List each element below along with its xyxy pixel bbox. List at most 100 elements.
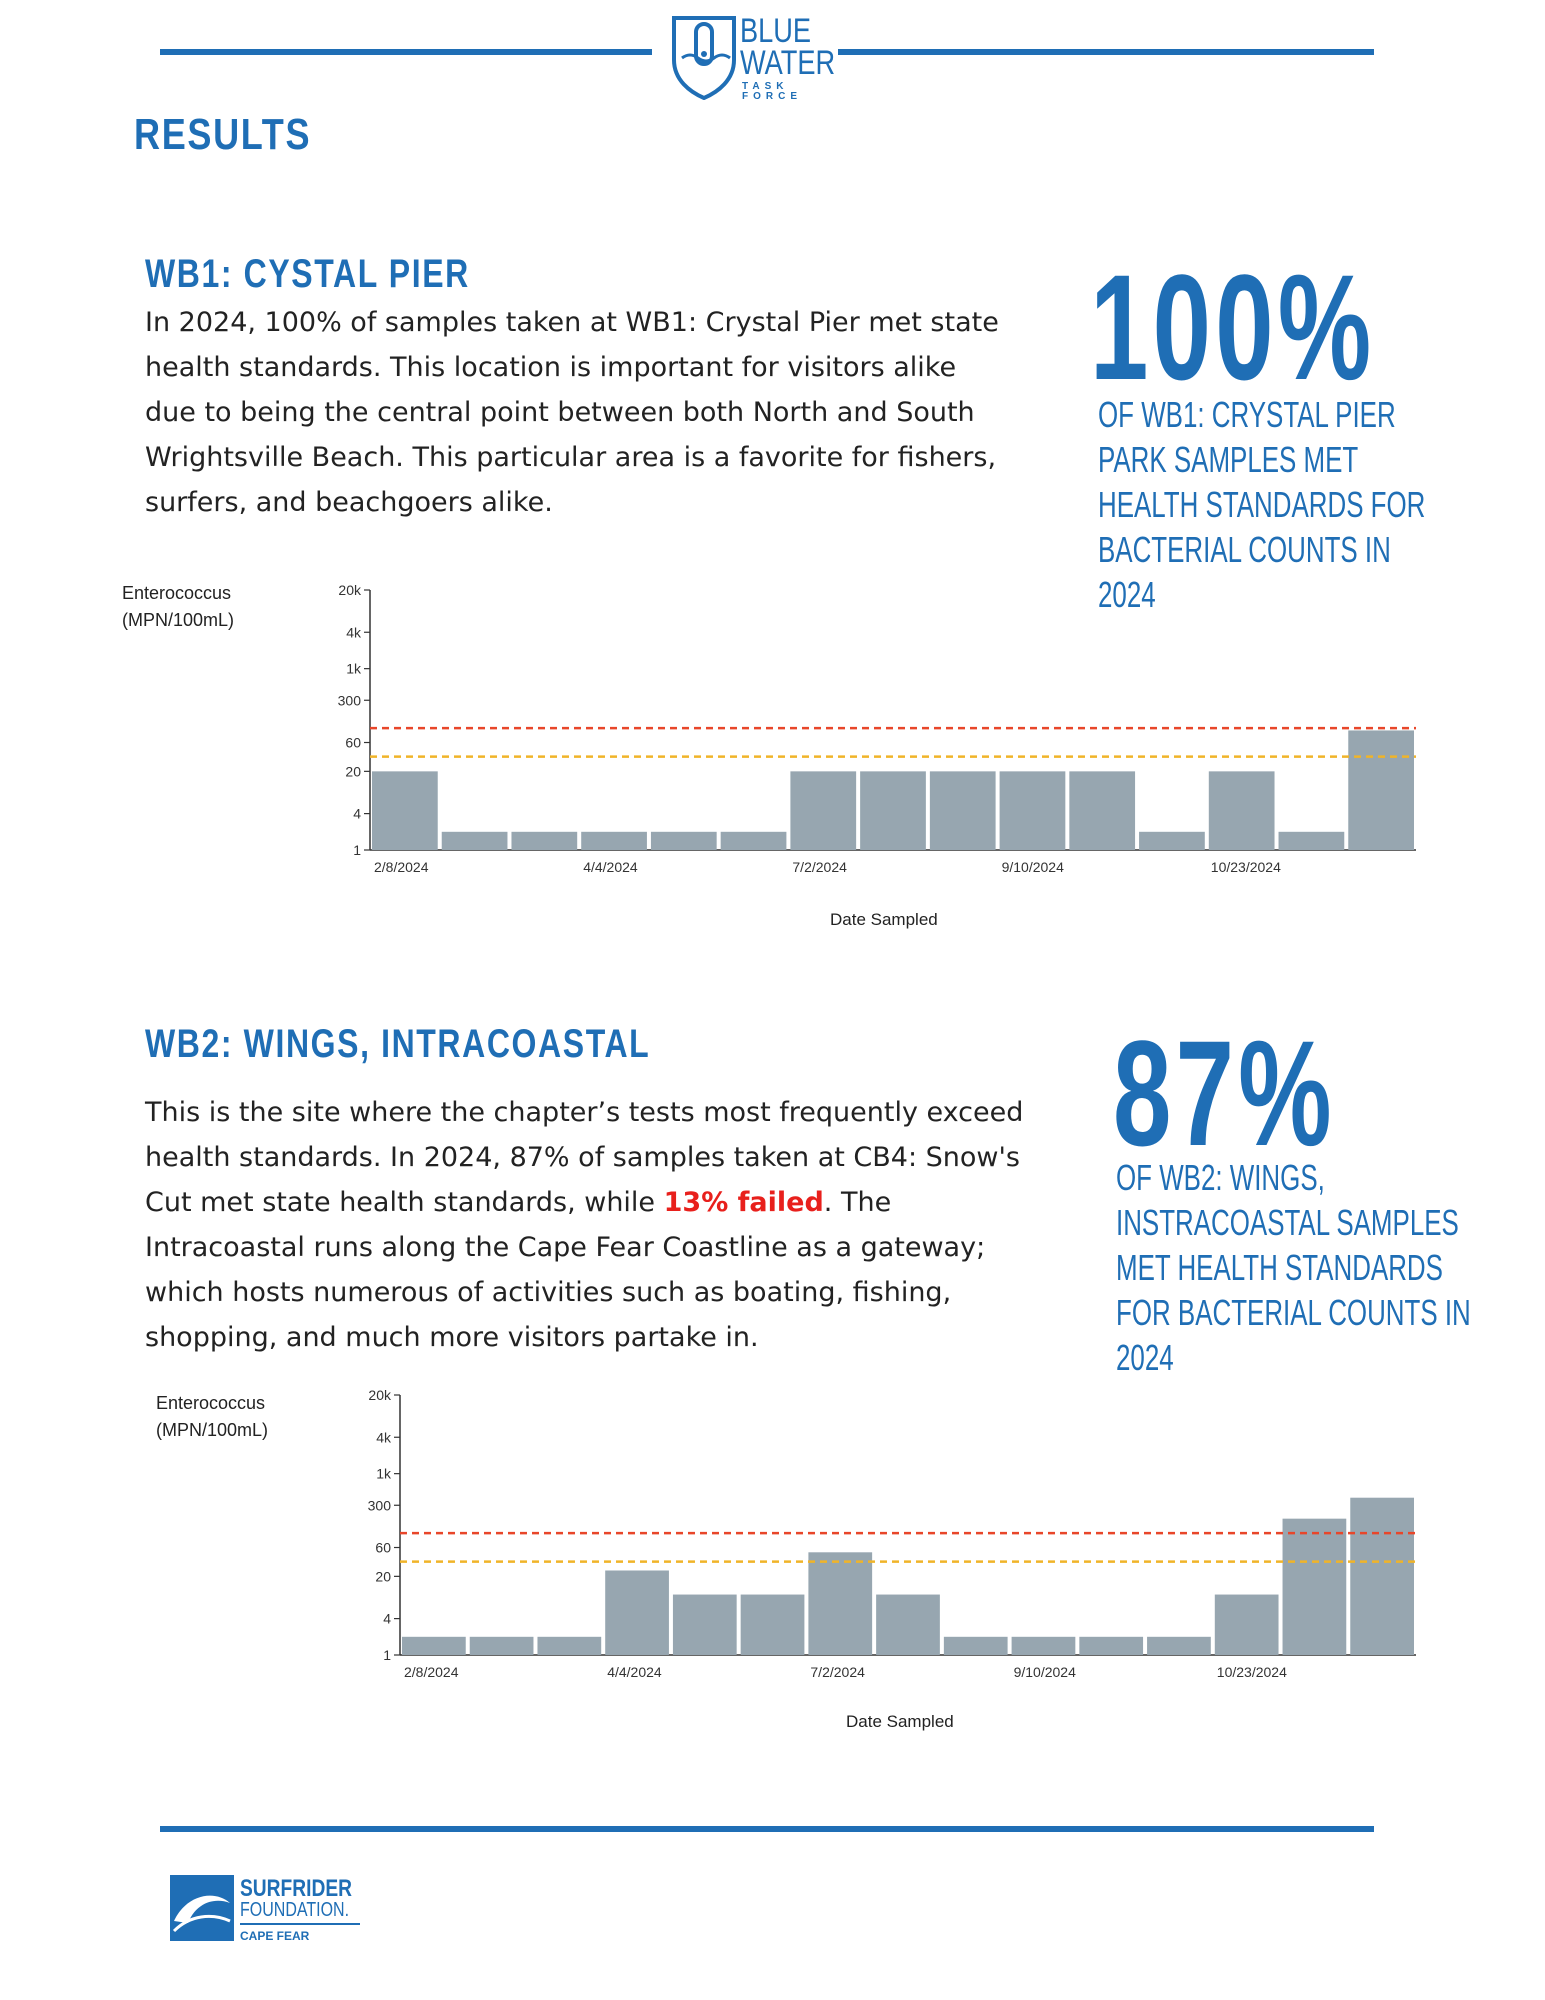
- footer-rule: [160, 1826, 1374, 1832]
- bar: [372, 771, 438, 850]
- site-paragraph-wb2: This is the site where the chapter’s tes…: [145, 1090, 1025, 1360]
- bar: [672, 1594, 737, 1655]
- chart-svg: 1 4 20 60 300 1k 4k 20k 2/8/2024 4/4/2024 7/2/2024…: [338, 582, 1416, 875]
- stat-caption-line: PARK SAMPLES MET: [1098, 439, 1359, 480]
- y-tick-label: 20k: [338, 582, 362, 598]
- bar: [1278, 831, 1345, 850]
- footer-logo-line2: FOUNDATION.: [240, 1899, 350, 1921]
- footer-logo-divider: [240, 1923, 360, 1925]
- header-rule-right: [838, 49, 1374, 55]
- site-paragraph-wb1: In 2024, 100% of samples taken at WB1: C…: [145, 307, 999, 518]
- stat-caption-line: OF WB2: WINGS,: [1116, 1157, 1325, 1198]
- x-tick-label: 4/4/2024: [583, 859, 638, 875]
- bar: [511, 831, 578, 850]
- x-tick-label: 10/23/2024: [1211, 859, 1281, 875]
- stat-caption-line: 2024: [1116, 1337, 1174, 1378]
- bar: [876, 1594, 940, 1655]
- bar: [441, 831, 508, 850]
- stat-percent-wb1: 100%: [1090, 243, 1376, 411]
- bar: [790, 771, 857, 850]
- blue-water-logo: BLUE WATER TASK FORCE: [660, 12, 840, 104]
- bar: [1011, 1636, 1076, 1655]
- logo-word-task-force: TASK FORCE: [742, 81, 802, 102]
- x-tick-label: 4/4/2024: [607, 1664, 662, 1680]
- shield-icon: [672, 16, 736, 100]
- logo-word-blue: BLUE: [740, 12, 812, 50]
- bar: [605, 1570, 669, 1655]
- y-tick-label: 4: [353, 806, 361, 822]
- chart-ylabel-line: (MPN/100mL): [156, 1420, 269, 1440]
- x-tick-label: 9/10/2024: [1002, 859, 1064, 875]
- stat-caption-line: HEALTH STANDARDS FOR: [1098, 484, 1426, 525]
- y-tick-label: 1k: [376, 1466, 392, 1482]
- chart-xlabel-wb1: Date Sampled: [830, 910, 938, 929]
- surfrider-logo: SURFRIDER FOUNDATION. CAPE FEAR: [170, 1875, 370, 1947]
- bar: [1079, 1636, 1144, 1655]
- y-tick-label: 1: [353, 842, 361, 858]
- paragraph-text: . The Intracoastal runs along the Cape F…: [145, 1187, 986, 1353]
- chart-ylabel-wb2: Enterococcus (MPN/100mL): [156, 1390, 268, 1444]
- stat-caption-line: FOR BACTERIAL COUNTS IN: [1116, 1292, 1471, 1333]
- bar-chart-wb2: 1 4 20 60 300 1k 4k 20k 2/8/2024 4/4/2024 7/2/2024…: [350, 1385, 1420, 1705]
- x-tick-label: 10/23/2024: [1217, 1664, 1287, 1680]
- bar: [943, 1636, 1008, 1655]
- y-tick-label: 20k: [368, 1387, 392, 1403]
- bar: [1348, 730, 1414, 850]
- stat-caption-line: 2024: [1098, 574, 1156, 615]
- y-tick-label: 20: [345, 763, 361, 779]
- bar: [402, 1636, 466, 1655]
- x-tick-label: 2/8/2024: [374, 859, 429, 875]
- bar-chart-wb1: 1 4 20 60 300 1k 4k 20k 2/8/2024 4/4/2024 7/2/2024…: [320, 580, 1420, 900]
- bar: [537, 1636, 602, 1655]
- bar: [650, 831, 717, 850]
- bar: [1139, 831, 1205, 850]
- chart-ylabel-wb1: Enterococcus (MPN/100mL): [122, 580, 234, 634]
- y-tick-label: 20: [375, 1568, 391, 1584]
- bar: [469, 1636, 534, 1655]
- x-tick-label: 2/8/2024: [404, 1664, 459, 1680]
- stat-caption-line: MET HEALTH STANDARDS: [1116, 1247, 1443, 1288]
- chart-xlabel-wb2: Date Sampled: [846, 1712, 954, 1731]
- y-tick-label: 4k: [346, 624, 362, 640]
- stat-caption-line: BACTERIAL COUNTS IN: [1098, 529, 1391, 570]
- stat-caption-line: OF WB1: CRYSTAL PIER: [1098, 394, 1396, 435]
- bar: [1069, 771, 1136, 850]
- x-tick-label: 7/2/2024: [792, 859, 847, 875]
- stat-caption-line: INSTRACOASTAL SAMPLES: [1116, 1202, 1459, 1243]
- bar: [1147, 1636, 1211, 1655]
- chart-svg: 1 4 20 60 300 1k 4k 20k 2/8/2024 4/4/2024 7/2/2024…: [368, 1387, 1416, 1680]
- y-tick-label: 1k: [346, 661, 362, 677]
- y-tick-label: 1: [383, 1647, 391, 1663]
- bar: [720, 831, 787, 850]
- bar: [1350, 1497, 1414, 1655]
- paragraph-text: This is the site where the chapter’s tes…: [145, 1097, 1024, 1218]
- chart-ylabel-line: (MPN/100mL): [122, 610, 235, 630]
- surfrider-wave-icon: [170, 1875, 234, 1941]
- header-rule-left: [160, 49, 652, 55]
- bar: [740, 1594, 805, 1655]
- footer-logo-line1: SURFRIDER: [240, 1875, 353, 1902]
- bar: [808, 1552, 873, 1655]
- y-tick-label: 300: [368, 1497, 392, 1513]
- bar: [860, 771, 926, 850]
- x-tick-label: 9/10/2024: [1014, 1664, 1076, 1680]
- y-tick-label: 4k: [376, 1429, 392, 1445]
- stat-percent-wb2: 87%: [1113, 1009, 1336, 1177]
- y-tick-label: 300: [338, 692, 362, 708]
- chart-ylabel-line: Enterococcus: [156, 1393, 266, 1413]
- bar: [929, 771, 996, 850]
- bar: [1208, 771, 1275, 850]
- x-tick-label: 7/2/2024: [810, 1664, 865, 1680]
- bar: [999, 771, 1066, 850]
- y-tick-label: 4: [383, 1611, 391, 1627]
- y-tick-label: 60: [375, 1540, 391, 1556]
- failed-highlight: 13% failed: [663, 1187, 824, 1218]
- y-tick-label: 60: [345, 735, 361, 751]
- page-title: RESULTS: [134, 110, 312, 159]
- footer-logo-line3: CAPE FEAR: [240, 1929, 310, 1943]
- site-title-wb2: WB2: WINGS, INTRACOASTAL: [145, 1022, 651, 1066]
- chart-ylabel-line: Enterococcus: [122, 583, 232, 603]
- site-title-wb1: WB1: CYSTAL PIER: [145, 252, 470, 296]
- logo-word-water: WATER: [740, 44, 836, 82]
- bar: [1282, 1518, 1347, 1655]
